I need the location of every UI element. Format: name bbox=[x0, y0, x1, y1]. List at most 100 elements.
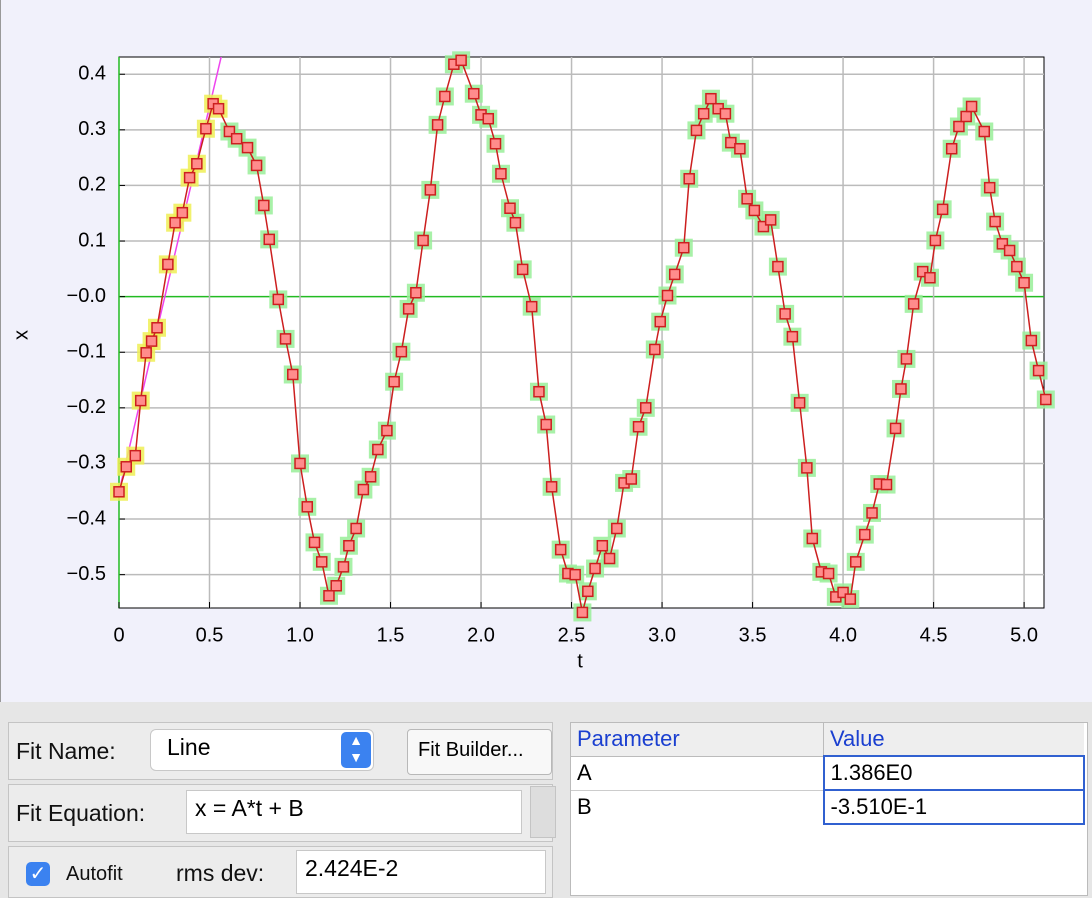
point-marker bbox=[1011, 260, 1023, 273]
point-marker bbox=[589, 562, 601, 575]
point-marker bbox=[849, 556, 862, 568]
point-marker bbox=[395, 345, 408, 358]
point-marker bbox=[516, 263, 529, 276]
point-marker bbox=[936, 203, 949, 216]
fit-builder-button[interactable]: Fit Builder... bbox=[407, 729, 552, 775]
point-marker bbox=[806, 532, 819, 545]
point-marker bbox=[889, 422, 902, 435]
fit-name-value: Line bbox=[167, 734, 211, 760]
point-marker bbox=[996, 238, 1009, 250]
table-header: Parameter Value bbox=[571, 723, 1084, 756]
point-marker bbox=[455, 54, 467, 67]
autofit-checkbox[interactable]: ✓ bbox=[26, 862, 50, 886]
point-marker bbox=[525, 300, 538, 313]
point-marker bbox=[323, 590, 335, 602]
point-marker bbox=[489, 137, 502, 150]
point-marker bbox=[509, 216, 522, 229]
parameter-table: Parameter Value A 1.386E0 B -3.510E-1 bbox=[570, 722, 1088, 896]
point-marker bbox=[350, 522, 362, 535]
point-marker bbox=[357, 483, 370, 496]
table-row[interactable]: B -3.510E-1 bbox=[571, 789, 1085, 825]
point-marker bbox=[151, 322, 163, 334]
point-marker bbox=[343, 539, 355, 552]
table-row[interactable]: A 1.386E0 bbox=[571, 755, 1085, 791]
point-marker bbox=[741, 193, 753, 205]
point-marker bbox=[748, 204, 761, 217]
y-tick-label: 0.1 bbox=[78, 229, 106, 251]
point-marker bbox=[482, 112, 495, 125]
point-marker bbox=[504, 202, 516, 214]
point-marker bbox=[279, 333, 292, 345]
autofit-label: Autofit bbox=[66, 863, 123, 885]
point-marker bbox=[945, 142, 958, 155]
param-value[interactable]: 1.386E0 bbox=[822, 755, 1085, 791]
x-tick-label: 2.5 bbox=[558, 624, 586, 646]
x-tick-label: 4.5 bbox=[920, 624, 948, 646]
point-marker bbox=[668, 268, 681, 281]
point-marker bbox=[989, 215, 1001, 228]
x-tick-label: 2.0 bbox=[467, 624, 495, 646]
point-marker bbox=[953, 120, 965, 133]
point-marker bbox=[191, 158, 203, 170]
point-marker bbox=[734, 142, 746, 155]
point-marker bbox=[569, 568, 581, 581]
point-marker bbox=[330, 580, 342, 592]
point-marker bbox=[582, 585, 594, 598]
point-marker bbox=[793, 397, 806, 409]
point-marker bbox=[129, 449, 142, 462]
point-marker bbox=[533, 385, 545, 398]
y-tick-label: −0.4 bbox=[67, 507, 106, 529]
chart: t x 0.4 0.3 0.2 0.1 −0.0 −0.1 −0.2 −0.3 −0.4 −0.5… bbox=[0, 0, 1092, 702]
header-cell: Parameter bbox=[571, 723, 824, 756]
point-marker bbox=[907, 298, 920, 310]
point-marker bbox=[381, 424, 393, 437]
fit-equation-field[interactable]: x = A*t + B bbox=[186, 790, 522, 834]
point-marker bbox=[640, 402, 652, 414]
fit-equation-label: Fit Equation: bbox=[16, 800, 146, 826]
point-marker bbox=[632, 420, 645, 433]
point-marker bbox=[140, 347, 152, 359]
point-marker bbox=[916, 265, 929, 278]
point-marker bbox=[725, 136, 737, 149]
point-marker bbox=[690, 124, 703, 137]
point-marker bbox=[965, 100, 978, 113]
point-marker bbox=[495, 168, 507, 180]
point-marker bbox=[258, 199, 270, 212]
rms-dev-field: 2.424E-2 bbox=[296, 850, 546, 894]
point-marker bbox=[364, 471, 377, 483]
point-marker bbox=[162, 258, 174, 271]
point-marker bbox=[113, 486, 125, 498]
point-marker bbox=[223, 125, 236, 138]
fit-name-label: Fit Name: bbox=[16, 738, 116, 764]
point-marker bbox=[844, 593, 857, 605]
point-marker bbox=[697, 107, 710, 120]
plot-area bbox=[118, 56, 1045, 609]
rms-dev-label: rms dev: bbox=[176, 860, 265, 886]
fit-name-dropdown[interactable]: Line ▲ ▼ bbox=[150, 729, 374, 771]
point-marker bbox=[705, 92, 717, 105]
point-marker bbox=[983, 181, 996, 194]
point-marker bbox=[308, 536, 321, 549]
param-name: A bbox=[571, 756, 824, 790]
point-marker bbox=[169, 216, 181, 229]
x-tick-label: 1.5 bbox=[377, 624, 405, 646]
point-marker bbox=[859, 528, 871, 541]
point-marker bbox=[661, 289, 674, 302]
point-marker bbox=[837, 586, 849, 599]
param-value[interactable]: -3.510E-1 bbox=[822, 789, 1085, 825]
markers bbox=[110, 51, 1055, 622]
point-marker bbox=[625, 473, 638, 485]
point-marker bbox=[145, 335, 158, 347]
point-marker bbox=[929, 234, 942, 247]
point-marker bbox=[678, 241, 690, 254]
point-marker bbox=[287, 368, 299, 381]
x-tick-label: 5.0 bbox=[1010, 624, 1038, 646]
y-axis-label: x bbox=[10, 330, 32, 340]
point-marker bbox=[764, 214, 777, 226]
point-marker bbox=[468, 87, 480, 100]
point-marker bbox=[301, 501, 314, 513]
point-marker bbox=[545, 481, 558, 493]
point-marker bbox=[649, 343, 661, 356]
point-marker bbox=[1018, 276, 1030, 289]
point-marker bbox=[241, 141, 254, 154]
